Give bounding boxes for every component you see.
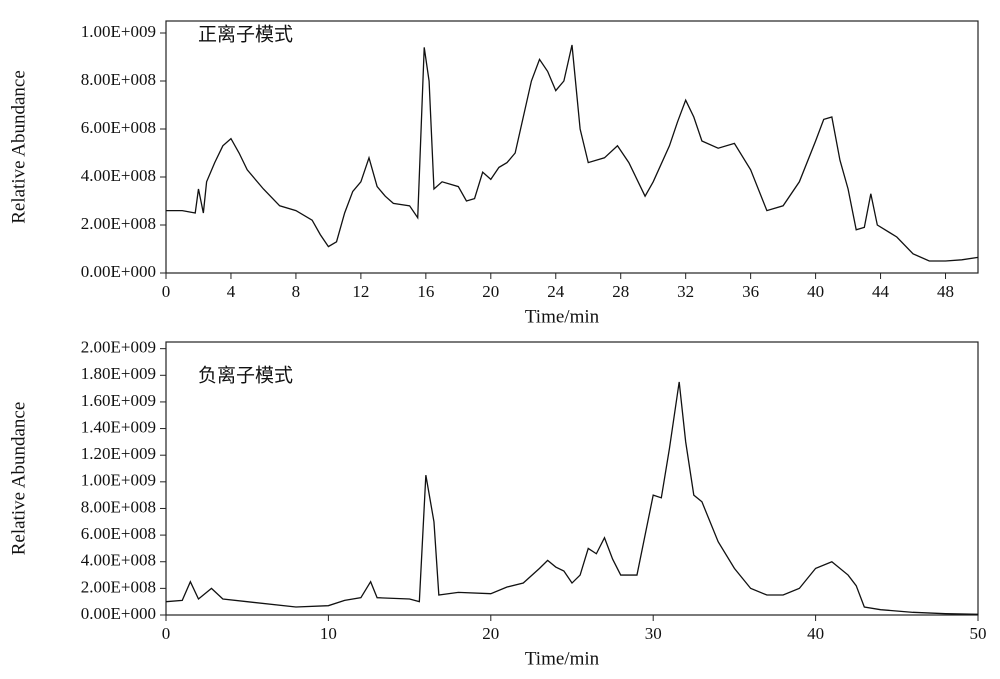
x-tick-label: 30 [645, 624, 662, 643]
x-tick-label: 40 [807, 282, 824, 301]
data-line [166, 44, 979, 262]
y-tick-label: 1.40E+009 [81, 417, 156, 436]
y-tick-label: 0.00E+000 [81, 262, 156, 281]
y-tick-label: 2.00E+009 [81, 338, 156, 357]
y-tick-label: 2.00E+008 [81, 214, 156, 233]
x-tick-label: 20 [482, 624, 499, 643]
y-tick-label: 0.00E+000 [81, 604, 156, 623]
x-tick-label: 0 [162, 282, 171, 301]
y-tick-label: 6.00E+008 [81, 118, 156, 137]
x-tick-label: 24 [547, 282, 565, 301]
x-tick-label: 28 [612, 282, 629, 301]
x-tick-label: 4 [227, 282, 236, 301]
y-tick-label: 4.00E+008 [81, 551, 156, 570]
y-tick-label: 1.00E+009 [81, 22, 156, 41]
x-tick-label: 8 [292, 282, 301, 301]
y-tick-label: 1.20E+009 [81, 444, 156, 463]
y-tick-label: 8.00E+008 [81, 497, 156, 516]
plot-frame [165, 20, 979, 274]
x-tick-label: 32 [677, 282, 694, 301]
chart-title: 负离子模式 [198, 365, 293, 387]
y-axis-label: Relative Abundance [8, 70, 29, 224]
x-tick-label: 20 [482, 282, 499, 301]
x-tick-label: 44 [872, 282, 890, 301]
x-tick-label: 40 [807, 624, 824, 643]
y-tick-label: 1.60E+009 [81, 391, 156, 410]
x-tick-label: 50 [970, 624, 987, 643]
y-tick-label: 8.00E+008 [81, 70, 156, 89]
chart-title: 正离子模式 [198, 24, 293, 46]
y-tick-label: 1.00E+009 [81, 471, 156, 490]
x-tick-label: 16 [417, 282, 434, 301]
x-axis-label: Time/min [525, 306, 600, 327]
x-tick-label: 12 [352, 282, 369, 301]
y-tick-label: 2.00E+008 [81, 577, 156, 596]
y-tick-label: 4.00E+008 [81, 166, 156, 185]
x-axis-label: Time/min [525, 648, 600, 669]
data-line [165, 381, 979, 615]
y-tick-label: 1.80E+009 [81, 364, 156, 383]
plot-frame [165, 341, 979, 616]
y-axis-label: Relative Abundance [8, 402, 29, 556]
x-tick-label: 10 [320, 624, 337, 643]
x-tick-label: 48 [937, 282, 954, 301]
y-tick-label: 6.00E+008 [81, 524, 156, 543]
x-tick-label: 0 [162, 624, 171, 643]
x-tick-label: 36 [742, 282, 759, 301]
